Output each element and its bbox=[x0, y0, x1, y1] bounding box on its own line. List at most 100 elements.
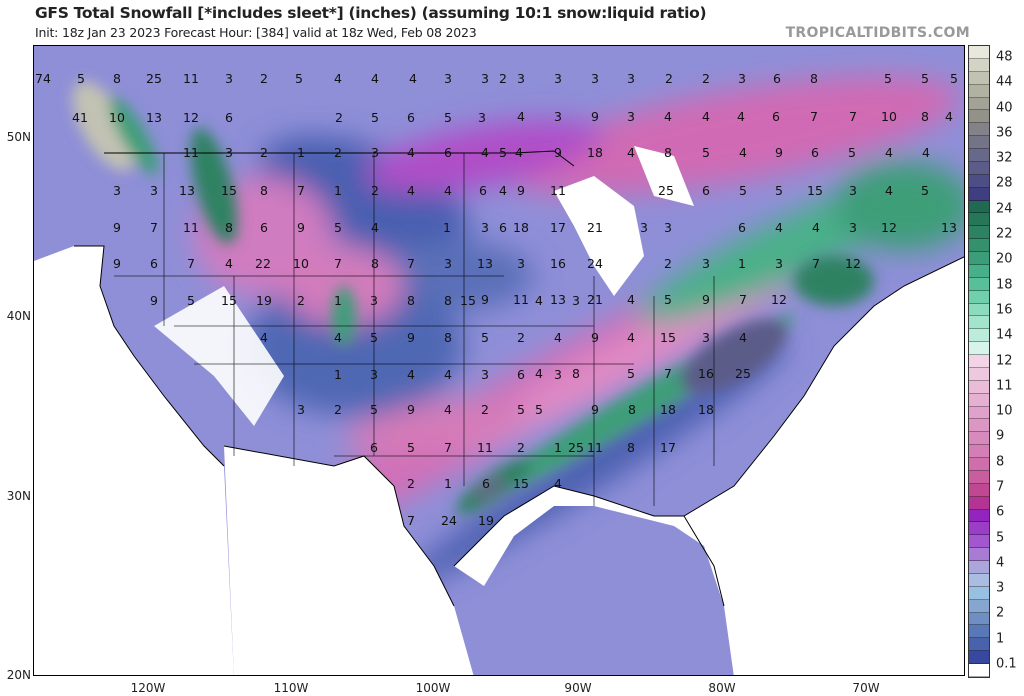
snow-total-label: 4 bbox=[885, 183, 893, 198]
snow-total-label: 1 bbox=[334, 367, 342, 382]
snow-total-label: 4 bbox=[499, 183, 507, 198]
snow-total-label: 17 bbox=[550, 220, 566, 235]
lon-label-70w: 70W bbox=[852, 681, 880, 695]
colorbar-swatch bbox=[969, 664, 989, 677]
colorbar-swatch bbox=[969, 187, 989, 201]
snow-total-label: 3 bbox=[444, 71, 452, 86]
snow-total-label: 2 bbox=[334, 145, 342, 160]
snow-total-label: 12 bbox=[881, 220, 897, 235]
snow-total-label: 3 bbox=[849, 220, 857, 235]
snow-total-label: 5 bbox=[921, 183, 929, 198]
snow-total-label: 4 bbox=[407, 183, 415, 198]
colorbar-label: 3 bbox=[996, 580, 1005, 596]
snow-total-label: 10 bbox=[109, 110, 125, 125]
snow-total-label: 1 bbox=[443, 220, 451, 235]
snow-total-label: 7 bbox=[334, 256, 342, 271]
snow-total-label: 3 bbox=[627, 71, 635, 86]
colorbar bbox=[968, 45, 990, 678]
colorbar-swatch bbox=[969, 110, 989, 124]
snow-total-label: 7 bbox=[444, 440, 452, 455]
snow-total-label: 5 bbox=[950, 71, 958, 86]
snow-total-label: 2 bbox=[517, 330, 525, 345]
snow-total-label: 9 bbox=[517, 183, 525, 198]
snow-total-label: 3 bbox=[640, 220, 648, 235]
colorbar-swatch bbox=[969, 625, 989, 639]
snow-total-label: 9 bbox=[591, 330, 599, 345]
snow-total-label: 4 bbox=[260, 330, 268, 345]
snow-total-label: 3 bbox=[702, 330, 710, 345]
snow-total-label: 3 bbox=[554, 71, 562, 86]
snow-total-label: 18 bbox=[698, 402, 714, 417]
snow-total-label: 5 bbox=[535, 402, 543, 417]
snow-total-label: 5 bbox=[370, 330, 378, 345]
colorbar-swatch bbox=[969, 367, 989, 381]
no-snow-areas bbox=[34, 146, 964, 675]
snow-total-label: 3 bbox=[517, 71, 525, 86]
colorbar-label: 12 bbox=[996, 353, 1013, 368]
snow-total-label: 9 bbox=[113, 256, 121, 271]
lon-label-80w: 80W bbox=[708, 681, 736, 695]
snow-total-label: 2 bbox=[499, 71, 507, 86]
colorbar-label: 24 bbox=[996, 201, 1013, 217]
snow-total-label: 13 bbox=[550, 292, 566, 307]
colorbar-swatch bbox=[969, 432, 989, 446]
snow-total-label: 6 bbox=[811, 145, 819, 160]
lon-label-90w: 90W bbox=[564, 681, 592, 695]
colorbar-label: 36 bbox=[996, 125, 1013, 141]
snow-total-label: 3 bbox=[370, 367, 378, 382]
snow-total-label: 41 bbox=[72, 110, 88, 125]
snow-total-label: 2 bbox=[335, 110, 343, 125]
snow-total-label: 8 bbox=[113, 71, 121, 86]
snow-total-label: 7 bbox=[812, 256, 820, 271]
snow-total-label: 3 bbox=[481, 71, 489, 86]
snow-total-label: 4 bbox=[554, 330, 562, 345]
colorbar-label: 9 bbox=[996, 428, 1005, 444]
snow-total-label: 5 bbox=[884, 71, 892, 86]
colorbar-swatch bbox=[969, 573, 989, 587]
snow-total-label: 1 bbox=[334, 183, 342, 198]
colorbar-swatch bbox=[969, 535, 989, 549]
snow-total-label: 11 bbox=[183, 71, 199, 86]
snow-total-label: 2 bbox=[702, 71, 710, 86]
snow-total-label: 4 bbox=[535, 366, 543, 381]
snow-total-label: 5 bbox=[77, 71, 85, 86]
snow-total-label: 17 bbox=[660, 440, 676, 455]
colorbar-swatch bbox=[969, 252, 989, 265]
snow-total-label: 2 bbox=[260, 145, 268, 160]
snow-total-label: 5 bbox=[702, 145, 710, 160]
snow-total-label: 24 bbox=[587, 256, 603, 271]
snow-total-label: 1 bbox=[738, 256, 746, 271]
snow-total-label: 13 bbox=[179, 183, 195, 198]
snow-total-label: 5 bbox=[775, 183, 783, 198]
colorbar-swatch bbox=[969, 200, 989, 214]
snow-total-label: 4 bbox=[627, 145, 635, 160]
snow-total-label: 4 bbox=[535, 293, 543, 308]
snow-total-label: 7 bbox=[739, 292, 747, 307]
snow-total-label: 4 bbox=[627, 330, 635, 345]
borders bbox=[74, 150, 964, 607]
snow-total-label: 7 bbox=[407, 256, 415, 271]
colorbar-swatch bbox=[969, 277, 989, 291]
colorbar-swatch bbox=[969, 355, 989, 368]
snow-total-label: 5 bbox=[295, 71, 303, 86]
colorbar-swatch bbox=[969, 71, 989, 85]
snow-total-label: 4 bbox=[517, 109, 525, 124]
snow-total-label: 7 bbox=[187, 256, 195, 271]
snow-total-label: 6 bbox=[702, 183, 710, 198]
colorbar-swatch bbox=[969, 561, 989, 574]
colorbar-label: 2 bbox=[996, 605, 1005, 621]
colorbar-label: 7 bbox=[996, 479, 1005, 495]
snow-total-label: 5 bbox=[187, 293, 195, 308]
snow-total-label: 15 bbox=[807, 183, 823, 198]
colorbar-label: 1 bbox=[996, 631, 1005, 647]
snow-total-label: 3 bbox=[371, 145, 379, 160]
colorbar-label: 10 bbox=[996, 403, 1013, 419]
colorbar-swatch bbox=[969, 174, 989, 188]
snow-total-label: 5 bbox=[481, 330, 489, 345]
colorbar-swatch bbox=[969, 651, 989, 664]
colorbar-swatch bbox=[969, 380, 989, 394]
snow-total-label: 25 bbox=[568, 440, 584, 455]
colorbar-swatch bbox=[969, 316, 989, 330]
snow-total-label: 8 bbox=[225, 220, 233, 235]
snow-total-label: 4 bbox=[775, 220, 783, 235]
